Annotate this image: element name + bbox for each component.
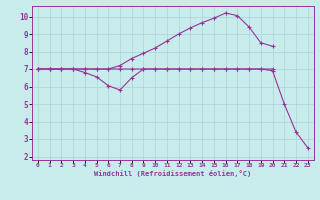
- X-axis label: Windchill (Refroidissement éolien,°C): Windchill (Refroidissement éolien,°C): [94, 170, 252, 177]
